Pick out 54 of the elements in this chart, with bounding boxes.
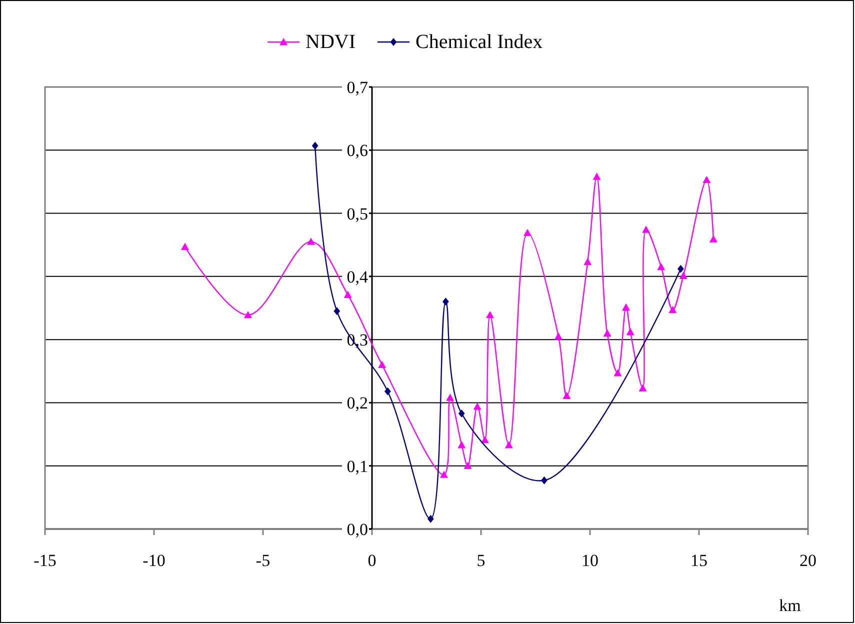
point: [603, 329, 612, 336]
point: [541, 476, 548, 484]
x-tick-label: -5: [256, 551, 270, 570]
point: [702, 176, 711, 184]
point: [668, 306, 677, 314]
point: [244, 310, 252, 318]
y-tick-label: 0,4: [346, 267, 368, 286]
point: [486, 310, 494, 318]
point: [458, 409, 465, 418]
point: [638, 384, 647, 392]
x-tick-label: 10: [582, 551, 598, 570]
point: [504, 441, 513, 448]
point: [344, 290, 352, 298]
point: [384, 387, 391, 396]
y-tick-label: 0,0: [346, 520, 368, 539]
point: [584, 258, 592, 266]
point: [427, 514, 434, 523]
x-tick-label: 0: [368, 551, 376, 570]
point: [440, 470, 448, 478]
y-tick-label: 0,5: [346, 204, 368, 224]
y-tick-label: 0,1: [346, 456, 368, 476]
point: [464, 462, 472, 470]
point: [180, 242, 189, 250]
x-tick-label: -15: [34, 551, 56, 570]
point: [523, 228, 532, 236]
x-tick-label: 5: [476, 551, 486, 570]
y-tick-label: 0,6: [346, 141, 368, 160]
point: [657, 262, 666, 270]
x-tick-label: 20: [800, 551, 816, 570]
point: [378, 360, 386, 368]
point: [709, 235, 718, 242]
point: [642, 226, 650, 233]
legend-label: NDVI: [306, 31, 356, 53]
point: [592, 172, 601, 180]
point: [677, 264, 684, 273]
point: [312, 142, 318, 150]
point: [554, 332, 562, 340]
point: [334, 307, 340, 316]
y-tick-label: 0,2: [346, 394, 368, 413]
point: [622, 303, 630, 311]
x-tick-label: -10: [142, 551, 166, 570]
point: [458, 441, 466, 448]
point: [446, 394, 454, 401]
point: [679, 272, 688, 279]
point: [306, 238, 315, 245]
x-tick-label: 15: [690, 551, 708, 570]
x-axis-title: km: [779, 596, 801, 615]
point: [562, 392, 571, 399]
point: [626, 328, 634, 336]
point: [442, 298, 449, 306]
point: [473, 402, 482, 410]
point: [614, 369, 622, 376]
y-tick-label: 0,7: [346, 78, 368, 97]
legend-label: Chemical Index: [416, 31, 543, 53]
